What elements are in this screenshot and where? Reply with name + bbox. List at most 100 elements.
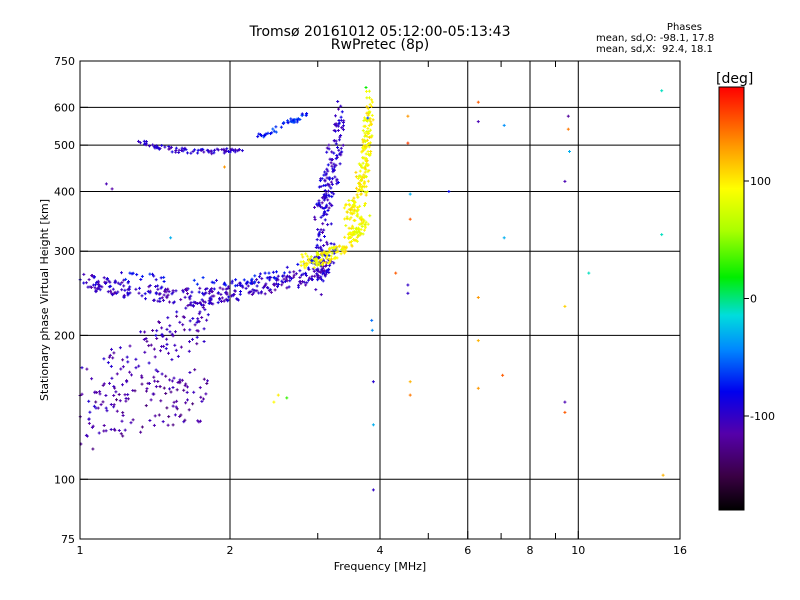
echo-point [372,380,374,384]
echo-point [306,254,308,258]
echo-point [179,378,181,382]
echo-point [155,368,157,372]
echo-point [160,349,161,353]
echo-point [299,280,301,283]
echo-point [325,251,327,255]
echo-point [328,247,330,251]
echo-point [286,396,288,400]
echo-point [256,289,258,293]
echo-point [335,122,337,126]
echo-point [89,410,91,414]
echo-point [159,146,161,150]
echo-point [105,182,107,186]
echo-point [303,280,305,284]
echo-point [292,118,294,122]
echo-point [365,159,367,163]
echo-point [199,286,201,290]
echo-point [364,144,366,148]
echo-point [368,118,370,122]
echo-point [100,403,102,407]
echo-point [119,282,121,286]
echo-point [154,414,156,418]
echo-point [193,304,194,308]
x-tick-label: 2 [227,544,234,557]
echo-point [168,415,170,419]
echo-point [252,288,254,292]
echo-point [219,286,221,290]
echo-point [91,285,92,289]
echo-point [364,140,366,144]
echo-point [169,330,171,334]
echo-point [343,128,344,132]
echo-point [326,203,328,207]
echo-point [477,296,479,299]
echo-point [118,429,120,432]
echo-point [123,284,125,288]
echo-point [173,300,175,304]
echo-point [363,218,365,222]
echo-point [193,278,195,282]
echo-point [254,289,256,293]
echo-point [278,282,279,286]
echo-point [254,280,255,284]
echo-point [364,116,365,120]
echo-point [325,183,327,187]
echo-point [364,175,365,179]
echo-point [200,302,201,306]
echo-point [351,224,353,228]
echo-point [369,117,371,121]
echo-point [118,393,120,396]
echo-point [360,182,361,186]
echo-point [275,125,277,129]
echo-point [205,291,207,295]
x-tick-label: 8 [527,544,534,557]
echo-point [168,351,169,355]
echo-point [286,265,288,269]
echo-point [329,157,331,161]
echo-point [179,380,181,384]
echo-point [304,262,306,266]
echo-point [367,222,369,226]
echo-point [368,89,370,93]
echo-point [144,330,146,334]
echo-point [409,192,411,196]
colorbar-tick-label: -100 [750,410,775,423]
echo-point [114,428,116,432]
echo-point [167,287,169,291]
echo-point [314,215,316,219]
echo-point [316,243,318,247]
echo-point [407,283,409,287]
echo-point [342,249,344,253]
echo-point [360,232,362,235]
echo-point [192,402,194,406]
echo-point [364,180,366,184]
echo-point [349,217,351,221]
echo-point [231,294,232,298]
echo-point [270,275,272,279]
echo-point [328,271,330,274]
echo-point [330,246,332,250]
x-axis: 1 2 4 6 8 10 16 [77,61,687,557]
echo-point [99,392,101,396]
echo-point [364,202,366,205]
echo-point [196,342,198,346]
echo-point [323,207,325,210]
echo-point [105,429,107,433]
echo-point [363,182,365,186]
echo-point [138,291,140,295]
echo-point [353,218,355,222]
echo-point [323,211,325,215]
echo-point [368,130,370,134]
echo-point [197,148,199,152]
echo-point [286,275,287,279]
echo-point [662,473,664,477]
echo-point [156,337,158,340]
echo-point [326,254,328,258]
echo-point [348,199,350,202]
echo-point [289,276,291,280]
echo-point [324,178,326,182]
echo-point [246,280,248,284]
echo-point [80,442,82,446]
echo-point [342,143,344,147]
echo-point [354,208,356,212]
